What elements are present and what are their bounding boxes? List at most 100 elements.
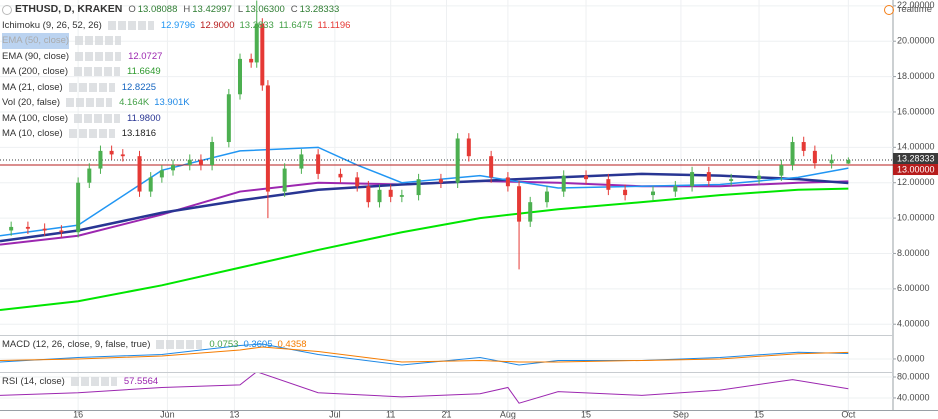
indicator-label: MA (200, close) bbox=[2, 66, 68, 77]
price-label-bg bbox=[893, 164, 938, 176]
realtime-status[interactable]: realtime bbox=[884, 4, 932, 15]
legend: ETHUSD, D, KRAKEN O 13.08088 H 13.42997 L 13.… bbox=[2, 2, 350, 142]
x-tick-label: Aug bbox=[500, 409, 516, 419]
ohlc-value: 13.28333 bbox=[299, 4, 340, 15]
pane-legend: RSI (14, close) 57.5564 bbox=[2, 374, 158, 390]
ohlc: O 13.08088 H 13.42997 L 13.06300 C 13.28333 bbox=[122, 2, 339, 18]
candle-body bbox=[584, 175, 589, 180]
candle-body bbox=[198, 159, 203, 166]
indicator-value: 12.8225 bbox=[121, 81, 157, 93]
indicator-label: MA (100, close) bbox=[2, 112, 68, 124]
candle-body bbox=[76, 182, 81, 233]
candle-body bbox=[98, 150, 103, 169]
candle-body bbox=[846, 160, 851, 164]
y-tick-label: 80.0000 bbox=[897, 371, 930, 381]
y-tick-label: 16.00000 bbox=[897, 106, 935, 116]
indicator-label: Ichimoku (9, 26, 52, 26) bbox=[2, 19, 102, 31]
candle-body bbox=[171, 165, 176, 171]
candle-body bbox=[690, 172, 695, 187]
candle-body bbox=[829, 159, 834, 164]
y-tick-label: 12.00000 bbox=[897, 177, 935, 187]
line-series bbox=[0, 187, 849, 312]
candle-body bbox=[226, 94, 231, 143]
candle-body bbox=[109, 150, 114, 155]
candle-body bbox=[249, 58, 254, 63]
candle-body bbox=[606, 179, 611, 190]
indicator-row[interactable]: MA (100, close) 11.9800 bbox=[2, 111, 350, 127]
ohlc-key: O bbox=[128, 4, 136, 15]
candle-body bbox=[757, 175, 762, 180]
y-tick-label: 6.00000 bbox=[897, 283, 930, 293]
candle-body bbox=[790, 142, 795, 166]
pane bbox=[0, 373, 893, 410]
y-tick-label: 10.00000 bbox=[897, 212, 935, 222]
pane-title: RSI (14, close) bbox=[2, 376, 65, 387]
candle-body bbox=[355, 177, 360, 187]
candle-body bbox=[137, 156, 142, 192]
indicator-value: 12.9796 bbox=[160, 19, 196, 31]
candle-body bbox=[237, 58, 242, 95]
indicator-row[interactable]: EMA (90, close) 12.0727 bbox=[2, 49, 350, 65]
y-tick-label: 4.00000 bbox=[897, 319, 930, 329]
candle-body bbox=[59, 230, 64, 233]
indicator-label: EMA (90, close) bbox=[2, 50, 70, 62]
pane-value: 0.0753 bbox=[209, 339, 239, 350]
x-tick-label: 21 bbox=[441, 409, 451, 419]
candle-body bbox=[673, 186, 678, 192]
y-tick-label: 0.0000 bbox=[897, 353, 925, 363]
indicator-row[interactable]: EMA (50, close) bbox=[2, 33, 350, 49]
indicator-row[interactable]: MA (21, close) 12.8225 bbox=[2, 80, 350, 96]
candle-body bbox=[455, 138, 460, 183]
indicator-value: 11.1196 bbox=[317, 19, 351, 31]
x-tick-label: Oct bbox=[841, 409, 856, 419]
indicator-icons bbox=[68, 82, 115, 92]
y-tick-label: 40.0000 bbox=[897, 392, 930, 402]
indicator-icons bbox=[75, 36, 122, 46]
price-label: 13.28333 bbox=[897, 153, 935, 163]
x-tick-label: 16 bbox=[73, 409, 83, 419]
candle-body bbox=[260, 23, 265, 86]
pane-value: 0.4358 bbox=[277, 339, 307, 350]
indicator-label: MA (10, close) bbox=[2, 128, 63, 139]
candle-body bbox=[9, 226, 14, 231]
indicator-row[interactable]: MA (200, close) 11.6649 bbox=[2, 64, 350, 80]
indicator-value: 13.901K bbox=[154, 97, 190, 108]
indicator-row[interactable]: Vol (20, false) 4.164K 13.901K bbox=[2, 95, 350, 111]
candle-body bbox=[366, 186, 371, 203]
ohlc-key: H bbox=[183, 4, 191, 15]
indicator-value: 11.6649 bbox=[127, 66, 161, 77]
ohlc-value: 13.06300 bbox=[245, 4, 285, 15]
line-series bbox=[0, 346, 849, 363]
indicator-row[interactable]: Ichimoku (9, 26, 52, 26) 12.9796 12.9000 13… bbox=[2, 18, 350, 34]
candle-body bbox=[25, 226, 30, 229]
x-tick-label: Jul bbox=[329, 409, 341, 419]
x-tick-label: Jun bbox=[160, 409, 175, 419]
pane-title: MACD (12, 26, close, 9, false, true) bbox=[2, 339, 151, 350]
candle-body bbox=[623, 189, 628, 196]
indicator-value: 12.9000 bbox=[200, 19, 235, 31]
symbol: ETHUSD, D, KRAKEN bbox=[15, 3, 123, 15]
candle-body bbox=[338, 173, 343, 178]
candle-body bbox=[561, 175, 566, 192]
indicator-icons bbox=[75, 51, 122, 61]
indicator-icons bbox=[74, 113, 120, 123]
indicator-icons bbox=[68, 129, 115, 139]
indicator-row[interactable]: MA (10, close) 13.1816 bbox=[2, 126, 350, 142]
y-tick-label: 22.00000 bbox=[897, 0, 935, 10]
candle-body bbox=[489, 156, 494, 178]
candle-body bbox=[210, 142, 215, 166]
candle-body bbox=[299, 154, 304, 169]
candle-body bbox=[466, 138, 471, 157]
plot-area bbox=[0, 373, 893, 410]
realtime-label: realtime bbox=[898, 4, 932, 15]
y-tick-label: 20.00000 bbox=[897, 36, 935, 46]
indicator-value: 13.2833 bbox=[239, 19, 274, 31]
candle-body bbox=[505, 177, 510, 187]
x-tick-label: 11 bbox=[386, 409, 395, 419]
symbol-row: ETHUSD, D, KRAKEN O 13.08088 H 13.42997 L 13.… bbox=[2, 2, 350, 18]
ohlc-value: 13.08088 bbox=[137, 4, 178, 15]
candle-body bbox=[187, 159, 192, 166]
candle-body bbox=[416, 179, 421, 196]
x-tick-label: 13 bbox=[229, 409, 239, 419]
